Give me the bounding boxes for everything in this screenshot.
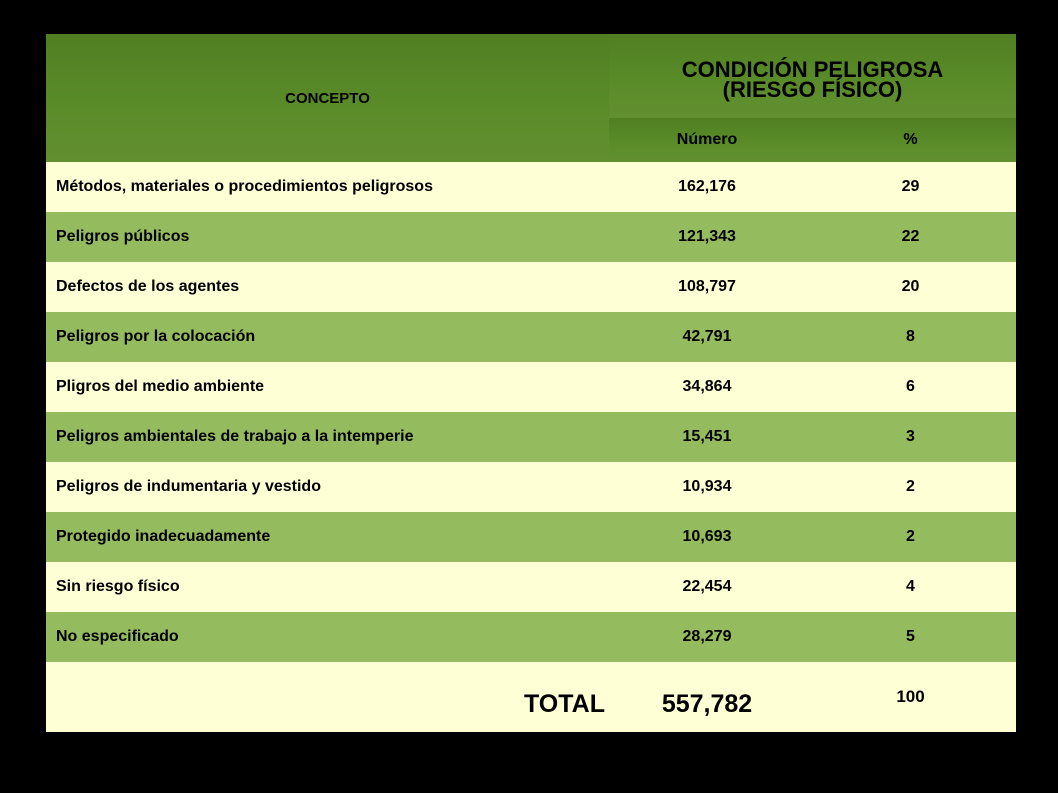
row-concept: Métodos, materiales o procedimientos pel… [46, 162, 609, 212]
row-concept: Peligros por la colocación [46, 312, 609, 362]
table-row: Métodos, materiales o procedimientos pel… [46, 162, 1017, 212]
row-number: 28,279 [609, 612, 805, 662]
row-percent: 3 [805, 412, 1017, 462]
row-number: 15,451 [609, 412, 805, 462]
table-row: Sin riesgo físico 22,454 4 [46, 562, 1017, 612]
row-concept: No especificado [46, 612, 609, 662]
row-number: 10,934 [609, 462, 805, 512]
total-number: 557,782 [609, 662, 805, 732]
row-concept: Sin riesgo físico [46, 562, 609, 612]
table-row: Protegido inadecuadamente 10,693 2 [46, 512, 1017, 562]
row-number: 121,343 [609, 212, 805, 262]
row-concept: Protegido inadecuadamente [46, 512, 609, 562]
header-row-sub: Número % [46, 118, 1017, 162]
table-row: Peligros públicos 121,343 22 [46, 212, 1017, 262]
hazard-condition-table: CONCEPTO CONDICIÓN PELIGROSA (RIESGO FÍS… [46, 34, 1017, 732]
table-body: Métodos, materiales o procedimientos pel… [46, 162, 1017, 732]
header-row-top: CONCEPTO CONDICIÓN PELIGROSA (RIESGO FÍS… [46, 34, 1017, 162]
table-row: No especificado 28,279 5 [46, 612, 1017, 662]
row-percent: 4 [805, 562, 1017, 612]
header-hazard-condition: CONDICIÓN PELIGROSA (RIESGO FÍSICO) [609, 34, 1017, 118]
table-row: Pligros del medio ambiente 34,864 6 [46, 362, 1017, 412]
row-number: 22,454 [609, 562, 805, 612]
table-header: CONCEPTO CONDICIÓN PELIGROSA (RIESGO FÍS… [46, 34, 1017, 162]
row-percent: 6 [805, 362, 1017, 412]
row-percent: 5 [805, 612, 1017, 662]
header-number: Número [609, 118, 805, 162]
row-number: 162,176 [609, 162, 805, 212]
header-hazard-condition-line1: CONDICIÓN PELIGROSA [681, 57, 944, 82]
row-concept: Peligros de indumentaria y vestido [46, 462, 609, 512]
hazard-table-container: CONCEPTO CONDICIÓN PELIGROSA (RIESGO FÍS… [46, 34, 1017, 732]
row-concept: Pligros del medio ambiente [46, 362, 609, 412]
row-percent: 2 [805, 512, 1017, 562]
header-hazard-condition-line2: (RIESGO FÍSICO) [722, 77, 903, 102]
row-number: 10,693 [609, 512, 805, 562]
row-concept: Peligros ambientales de trabajo a la int… [46, 412, 609, 462]
row-percent: 20 [805, 262, 1017, 312]
table-row: Peligros por la colocación 42,791 8 [46, 312, 1017, 362]
header-percent: % [805, 118, 1017, 162]
row-concept: Peligros públicos [46, 212, 609, 262]
row-percent: 29 [805, 162, 1017, 212]
table-row: Defectos de los agentes 108,797 20 [46, 262, 1017, 312]
total-label: TOTAL [46, 662, 609, 732]
table-row: Peligros de indumentaria y vestido 10,93… [46, 462, 1017, 512]
header-concept: CONCEPTO [46, 34, 609, 162]
row-percent: 22 [805, 212, 1017, 262]
total-row: TOTAL 557,782 100 [46, 662, 1017, 732]
row-number: 42,791 [609, 312, 805, 362]
total-percent: 100 [805, 662, 1017, 732]
row-number: 108,797 [609, 262, 805, 312]
row-percent: 2 [805, 462, 1017, 512]
row-concept: Defectos de los agentes [46, 262, 609, 312]
row-number: 34,864 [609, 362, 805, 412]
row-percent: 8 [805, 312, 1017, 362]
table-row: Peligros ambientales de trabajo a la int… [46, 412, 1017, 462]
